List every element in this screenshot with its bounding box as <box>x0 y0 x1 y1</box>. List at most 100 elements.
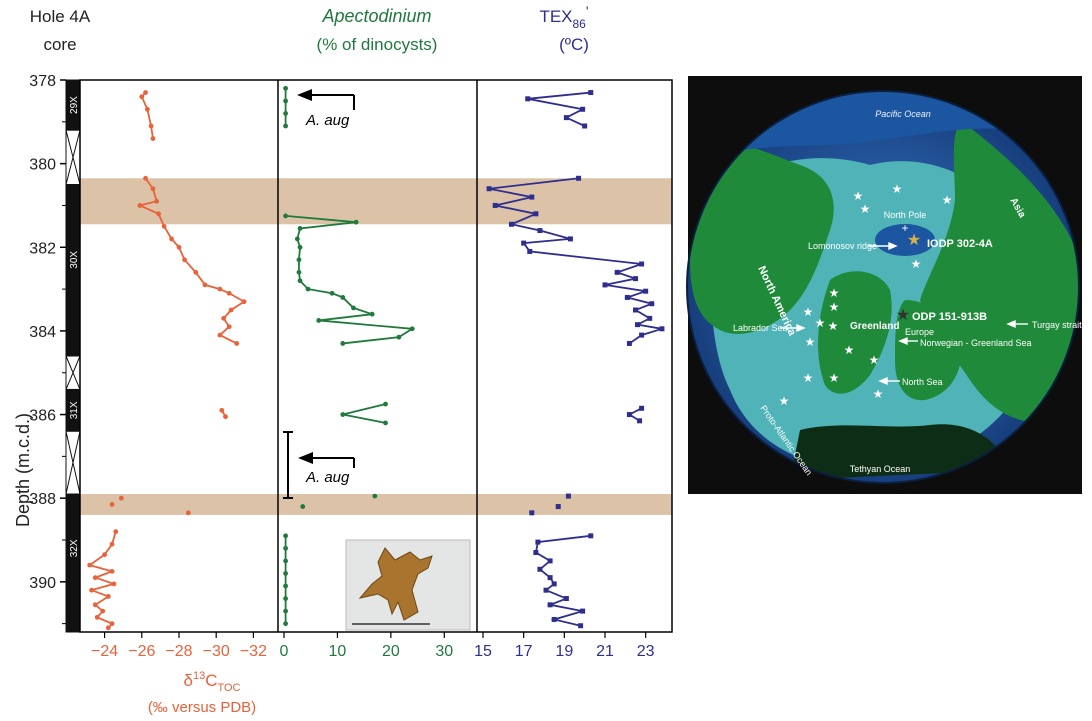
map-label-greenland: Greenland <box>850 321 899 332</box>
map-label-pacific: Pacific Ocean <box>875 109 931 119</box>
xtick-label-d13c-1: −30 <box>203 643 230 660</box>
point-apectodinium-1-13 <box>316 318 322 323</box>
shaded-band-1 <box>80 494 672 515</box>
point-d13c-1-14 <box>228 307 234 313</box>
point-apectodinium-1-3 <box>294 236 300 242</box>
point-tex86-4-4 <box>537 566 543 572</box>
star-icon: ★ <box>873 387 884 401</box>
point-apectodinium-4-0 <box>283 533 289 539</box>
star-icon: ★ <box>892 182 903 196</box>
point-tex86-1-22 <box>626 340 632 346</box>
core-gap-cross <box>65 431 81 495</box>
point-apectodinium-1-5 <box>296 257 302 263</box>
a-aug-top-label: A. aug <box>305 112 350 129</box>
point-d13c-1-9 <box>193 269 199 275</box>
star-icon: ★ <box>860 202 871 216</box>
point-d13c-4-8 <box>105 594 111 599</box>
point-tex86-1-18 <box>647 315 653 321</box>
star-icon: ★ <box>829 300 840 314</box>
d13c-axis-unit: (‰ versus PDB) <box>148 699 256 716</box>
tex-unit: (ºC) <box>559 35 589 54</box>
point-tex86-3-2 <box>529 510 535 516</box>
map-label-norwegian: Norwegian - Greenland Sea <box>920 338 1032 348</box>
point-tex86-1-14 <box>643 288 649 294</box>
point-tex86-0-3 <box>563 115 569 121</box>
shaded-intervals <box>80 178 672 515</box>
dinocyst-photo <box>345 539 471 631</box>
point-tex86-4-6 <box>551 581 557 587</box>
point-d13c-1-6 <box>169 236 174 242</box>
core-column: 29X 30X 31X 32X <box>65 79 81 633</box>
point-d13c-1-11 <box>217 286 223 292</box>
core-block-2 <box>65 184 81 357</box>
point-apectodinium-4-7 <box>283 621 289 627</box>
point-apectodinium-0-2 <box>283 111 289 116</box>
iodp-star-icon: ★ <box>907 232 921 249</box>
depth-tick-label-6: 390 <box>29 575 56 592</box>
star-icon: ★ <box>869 353 880 367</box>
point-tex86-4-12 <box>578 623 584 629</box>
point-d13c-1-17 <box>217 332 223 338</box>
shaded-band-0 <box>80 178 672 225</box>
depth-tick-label-0: 378 <box>29 73 56 90</box>
point-d13c-1-5 <box>161 223 167 229</box>
point-tex86-1-4 <box>533 211 539 217</box>
point-tex86-1-13 <box>602 282 608 288</box>
paleogeographic-map: ★ ★★★★★★★★★★★★ ★★★★ ★ ★ Pacific Ocean Nort… <box>686 76 1082 494</box>
point-d13c-4-9 <box>92 602 98 608</box>
point-d13c-1-0 <box>143 175 148 181</box>
depth-tick-labels: 378 380 382 384 386 388 390 <box>29 73 66 625</box>
point-tex86-3-0 <box>565 493 571 499</box>
point-apectodinium-1-0 <box>283 213 289 219</box>
a-aug-bottom-label: A. aug <box>305 469 350 486</box>
point-tex86-4-5 <box>547 575 553 581</box>
point-apectodinium-4-5 <box>283 596 289 601</box>
star-icon: ★ <box>803 371 814 385</box>
point-tex86-1-15 <box>624 294 630 300</box>
point-tex86-4-9 <box>547 602 553 608</box>
star-icon: ★ <box>911 257 922 271</box>
map-label-lomonosov: Lomonosov ridge <box>808 241 877 251</box>
star-icon: ★ <box>828 319 839 333</box>
point-apectodinium-3-0 <box>300 504 306 509</box>
map-label-iodp: IODP 302-4A <box>927 238 993 250</box>
point-apectodinium-1-1 <box>353 219 359 225</box>
map-label-north-pole: North Pole <box>884 210 927 220</box>
point-d13c-0-0 <box>143 90 148 95</box>
point-apectodinium-4-4 <box>283 583 289 589</box>
point-apectodinium-2-0 <box>383 401 388 407</box>
point-tex86-4-0 <box>588 533 594 539</box>
point-d13c-3-1 <box>109 502 115 507</box>
point-d13c-4-1 <box>109 541 115 547</box>
point-d13c-4-2 <box>102 552 107 558</box>
core-title-line1: Hole 4A <box>30 7 91 26</box>
point-tex86-3-1 <box>555 504 561 510</box>
xtick-label-apectodinium-1: 10 <box>329 643 347 660</box>
point-apectodinium-3-1 <box>372 493 378 499</box>
point-d13c-1-2 <box>154 198 160 204</box>
xtick-label-d13c-0: −32 <box>240 643 267 660</box>
point-d13c-1-1 <box>150 186 156 192</box>
xtick-label-tex86-1: 17 <box>515 643 533 660</box>
point-tex86-1-20 <box>659 326 665 332</box>
depth-axis-label: Depth (m.c.d.) <box>13 413 33 527</box>
point-apectodinium-1-16 <box>340 341 346 346</box>
point-tex86-1-7 <box>567 236 573 242</box>
core-block-6 <box>65 493 81 633</box>
star-icon: ★ <box>942 193 953 207</box>
point-apectodinium-4-1 <box>283 545 289 551</box>
xtick-label-tex86-4: 23 <box>637 643 655 660</box>
map-africa <box>790 424 1010 480</box>
point-tex86-1-3 <box>492 202 498 208</box>
core-gap-cross <box>65 355 81 390</box>
star-icon: ★ <box>829 286 840 300</box>
point-tex86-4-2 <box>533 550 539 556</box>
a-aug-bottom-annotation: A. aug <box>283 431 355 499</box>
point-d13c-0-2 <box>144 106 150 112</box>
plot-frame <box>79 79 673 633</box>
map-asia <box>920 120 1079 423</box>
point-d13c-1-16 <box>226 324 232 330</box>
star-icon: ★ <box>829 371 840 385</box>
point-apectodinium-1-9 <box>329 290 335 296</box>
point-d13c-1-12 <box>226 290 232 296</box>
